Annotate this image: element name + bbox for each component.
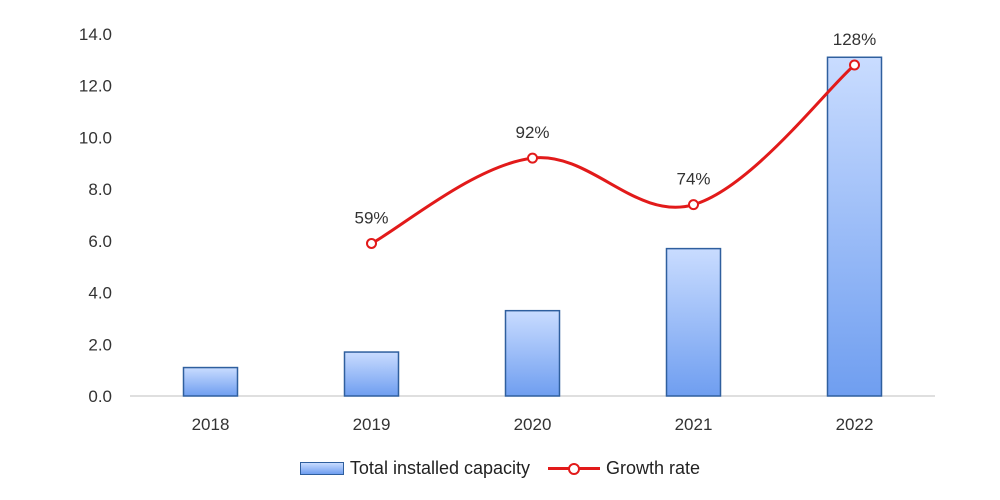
y-axis: 0.0 2.0 4.0 6.0 8.0 10.0 12.0 14.0	[79, 25, 112, 406]
bar-2021	[665, 247, 722, 397]
growth-point-2019	[366, 237, 377, 249]
x-axis: 2018 2019 2020 2021 2022	[192, 415, 874, 434]
x-tick-label: 2019	[353, 415, 391, 434]
legend: Total installed capacity Growth rate	[0, 454, 1000, 482]
legend-item-growth: Growth rate	[548, 458, 700, 479]
legend-label-capacity: Total installed capacity	[349, 457, 531, 478]
bar-2020	[504, 309, 561, 397]
legend-bar-swatch	[299, 461, 344, 475]
growth-rate-path	[370, 63, 856, 245]
growth-rate-line: 59% 92% 74% 128%	[354, 30, 876, 249]
y-tick-label: 10.0	[79, 128, 112, 147]
chart: 0.0 2.0 4.0 6.0 8.0 10.0 12.0 14.0 2018 2019 2020…	[79, 25, 935, 434]
x-tick-label: 2018	[192, 415, 230, 434]
bars	[182, 56, 883, 397]
legend-item-capacity: Total installed capacity	[299, 457, 531, 479]
bar-2018	[182, 366, 239, 397]
growth-rate-label: 74%	[676, 170, 710, 189]
growth-rate-label: 59%	[354, 208, 388, 227]
bar-2022	[826, 56, 883, 397]
bar-2019	[343, 351, 400, 397]
y-tick-label: 2.0	[88, 335, 112, 354]
x-tick-label: 2022	[836, 415, 874, 434]
growth-point-2021	[688, 199, 699, 211]
legend-label-growth: Growth rate	[606, 457, 701, 478]
y-tick-label: 8.0	[88, 180, 112, 199]
y-tick-label: 4.0	[88, 284, 112, 303]
growth-rate-label: 128%	[833, 30, 876, 49]
y-tick-label: 14.0	[79, 25, 112, 44]
growth-point-2022	[849, 59, 860, 71]
x-tick-label: 2020	[514, 415, 552, 434]
y-tick-label: 0.0	[88, 387, 112, 406]
growth-rate-label: 92%	[515, 123, 549, 142]
growth-point-2020	[527, 152, 538, 164]
x-tick-label: 2021	[675, 415, 713, 434]
legend-line-swatch	[548, 461, 601, 475]
y-tick-label: 6.0	[88, 232, 112, 251]
y-tick-label: 12.0	[79, 77, 112, 96]
